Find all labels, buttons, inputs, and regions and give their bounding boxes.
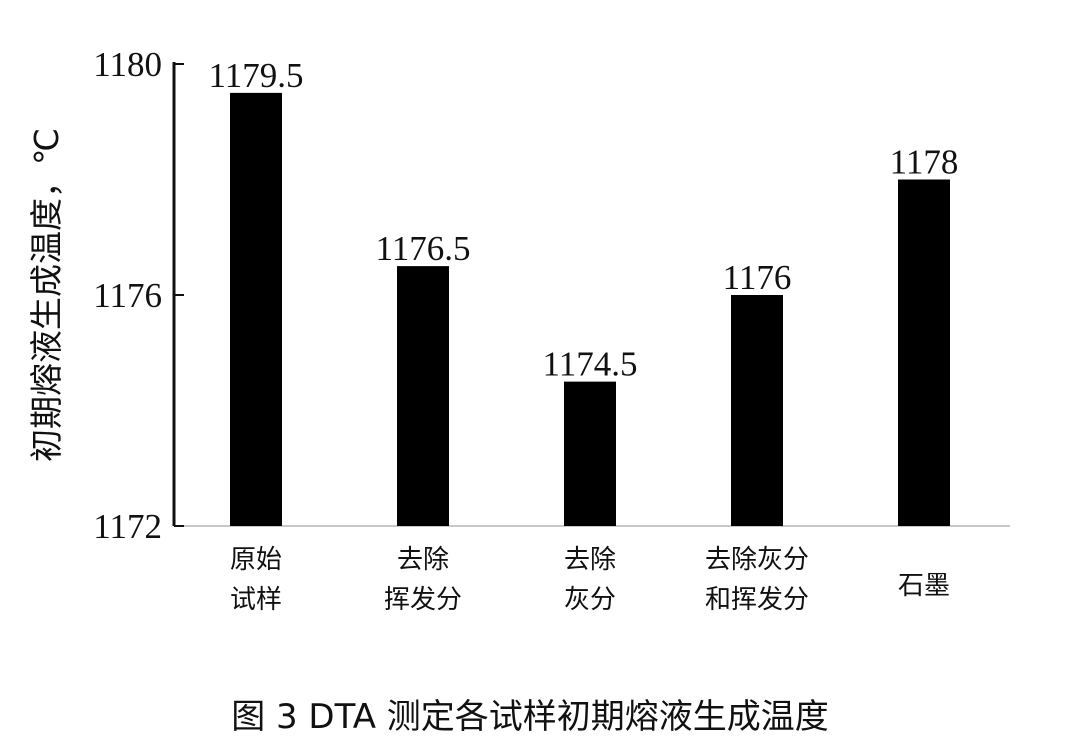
x-category-label: 去除 [397,545,449,575]
figure-caption: 图 3 DTA 测定各试样初期熔液生成温度 [231,697,829,737]
bar [898,179,950,526]
bar [564,381,616,526]
y-tick-label: 1176 [93,276,162,315]
x-category-label: 原始 [230,545,282,575]
bar-value-label: 1176.5 [376,229,471,268]
bar [731,295,783,526]
x-category-label: 石墨 [898,571,950,601]
bar [397,266,449,526]
bar [230,92,282,526]
bar-value-label: 1176 [723,258,792,297]
x-category-label: 去除 [564,545,616,575]
bar-value-label: 1179.5 [209,56,304,95]
x-category-label: 和挥发分 [705,585,809,615]
y-tick-label: 1180 [93,45,162,84]
x-category-label: 试样 [230,585,282,615]
y-tick-label: 1172 [93,507,162,546]
labels: 1179.5原始试样1176.5去除挥发分1174.5去除灰分1176去除灰分和… [209,56,959,615]
bar-value-label: 1174.5 [543,345,638,384]
axes: 1172 1176 1180 [93,45,1010,546]
x-category-label: 灰分 [564,585,616,615]
bar-value-label: 1178 [890,143,959,182]
x-category-label: 去除灰分 [705,545,809,575]
bars [230,92,950,526]
x-category-label: 挥发分 [384,585,462,615]
y-axis-label: 初期熔液生成温度，℃ [27,128,66,462]
